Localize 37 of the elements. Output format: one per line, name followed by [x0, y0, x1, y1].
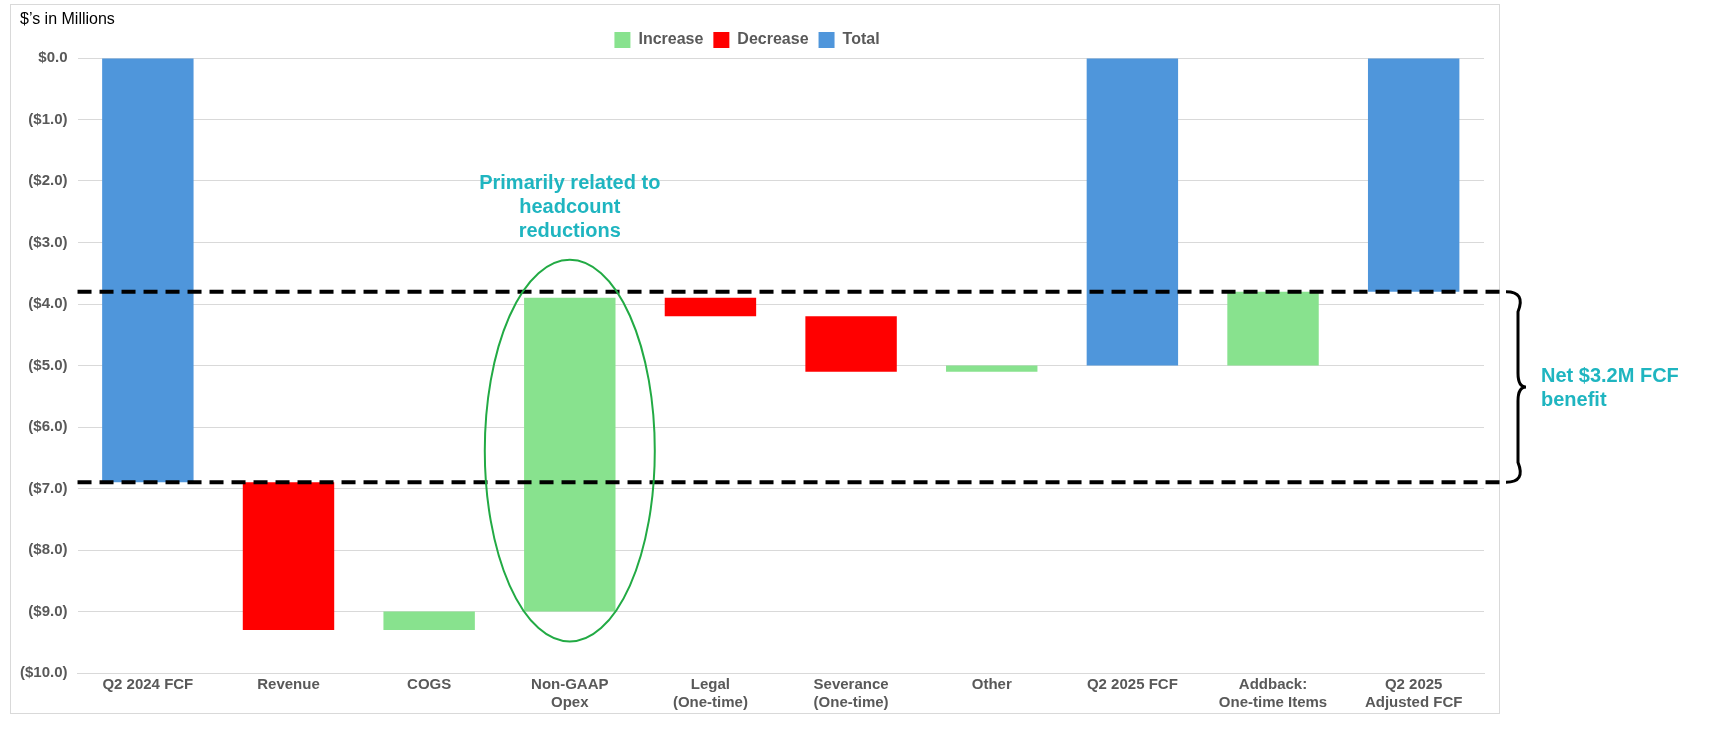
y-tick-label: ($5.0) — [28, 355, 68, 373]
x-tick-label: Severance (One-time) — [813, 675, 889, 711]
bar — [383, 611, 475, 630]
x-tick-label: Revenue — [257, 675, 320, 693]
x-tick-label: Q2 2024 FCF — [102, 675, 194, 693]
x-tick-label: Non-GAAP Opex — [531, 675, 609, 711]
x-tick-label: Addback: One-time Items — [1218, 675, 1328, 711]
bar — [524, 297, 616, 612]
legend-label: Total — [842, 30, 880, 48]
y-tick-label: ($3.0) — [28, 232, 68, 250]
legend-label: Increase — [638, 30, 704, 48]
y-tick-label: ($10.0) — [20, 663, 68, 681]
bar — [664, 297, 757, 317]
y-tick-label: ($4.0) — [28, 294, 68, 312]
y-tick-label: ($2.0) — [28, 171, 68, 189]
y-tick-label: ($7.0) — [28, 478, 68, 496]
bar — [946, 365, 1038, 372]
x-tick-label: Legal (One-time) — [672, 675, 748, 711]
y-tick-label: $0.0 — [38, 48, 68, 66]
y-tick-label: ($6.0) — [28, 417, 68, 435]
bar — [1367, 58, 1460, 292]
x-tick-label: Other — [971, 675, 1012, 693]
bar — [242, 482, 335, 630]
bar — [1227, 291, 1319, 366]
legend-label: Decrease — [737, 30, 809, 48]
x-tick-label: Q2 2025 Adjusted FCF — [1364, 675, 1463, 711]
x-tick-label: Q2 2025 FCF — [1086, 675, 1178, 693]
bar — [102, 58, 194, 483]
y-axis-title: $’s in Millions — [20, 10, 115, 28]
annotation: Primarily related to headcount reductions — [478, 169, 662, 242]
bar — [1086, 58, 1179, 366]
x-tick-label: COGS — [407, 675, 452, 693]
y-tick-label: ($9.0) — [28, 601, 68, 619]
text: Net $3.2M FCF benefit — [1541, 363, 1680, 412]
bar — [805, 316, 897, 372]
y-tick-label: ($8.0) — [28, 540, 68, 558]
y-tick-label: ($1.0) — [28, 109, 68, 127]
